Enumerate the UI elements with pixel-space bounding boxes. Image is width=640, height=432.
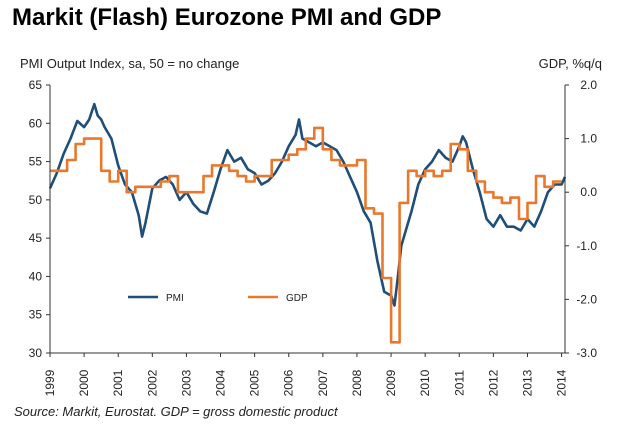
legend-label-pmi: PMI	[166, 293, 184, 304]
x-tick-label: 2002	[145, 369, 159, 396]
y-right-tick-label: 2.0	[580, 78, 597, 92]
y-left-tick-label: 50	[29, 193, 43, 207]
x-tick-label: 2001	[111, 369, 125, 396]
x-tick-label: 2008	[350, 369, 364, 396]
series-line-pmi	[48, 102, 567, 307]
x-tick-label: 2011	[452, 370, 466, 396]
y-right-tick-label: 0.0	[580, 185, 597, 199]
y-left-tick-label: 30	[29, 346, 43, 360]
x-tick-label: 2004	[214, 369, 228, 396]
chart-source: Source: Markit, Eurostat. GDP = gross do…	[14, 404, 338, 419]
x-tick-label: 2000	[77, 369, 91, 396]
series-line-gdp	[50, 126, 562, 344]
x-tick-label: 2014	[555, 369, 569, 396]
x-tick-label: 2012	[486, 369, 500, 396]
x-tick-label: 2005	[248, 369, 262, 396]
x-tick-label: 2003	[179, 369, 193, 396]
y-right-tick-label: 1.0	[580, 132, 597, 146]
y-left-tick-label: 45	[29, 231, 43, 245]
y-left-tick-label: 40	[29, 269, 43, 283]
chart-title: Markit (Flash) Eurozone PMI and GDP	[12, 4, 442, 31]
y-left-tick-label: 65	[29, 78, 43, 92]
x-tick-label: 2006	[282, 369, 296, 396]
y-right-tick-label: -2.0	[576, 292, 597, 306]
x-tick-label: 1999	[43, 369, 57, 396]
y-right-tick-label: -1.0	[576, 239, 597, 253]
y-left-tick-label: 55	[29, 155, 43, 169]
y-axis-left-label: PMI Output Index, sa, 50 = no change	[20, 56, 240, 71]
y-left-tick-label: 60	[29, 116, 43, 130]
x-tick-label: 2010	[418, 369, 432, 396]
y-left-tick-label: 35	[29, 308, 43, 322]
x-tick-label: 2007	[316, 369, 330, 396]
x-tick-label: 2013	[520, 369, 534, 396]
legend-label-gdp: GDP	[286, 293, 308, 304]
y-axis-right-label: GDP, %q/q	[538, 56, 602, 71]
x-tick-label: 2009	[384, 369, 398, 396]
y-right-tick-label: -3.0	[576, 346, 597, 360]
